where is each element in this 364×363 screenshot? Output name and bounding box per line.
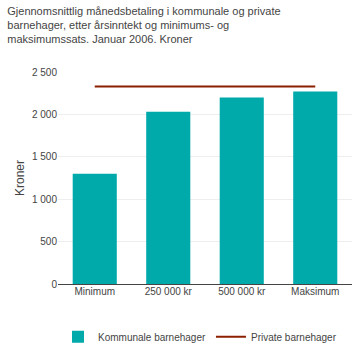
svg-text:2 000: 2 000 [32, 109, 57, 120]
svg-text:500: 500 [40, 236, 57, 247]
svg-text:Kommunale barnehager: Kommunale barnehager [98, 332, 206, 343]
svg-text:0: 0 [51, 279, 57, 290]
svg-text:250 000 kr: 250 000 kr [145, 286, 193, 297]
svg-text:Private barnehager: Private barnehager [251, 332, 337, 343]
svg-text:Minimum: Minimum [74, 286, 115, 297]
svg-text:Gjennomsnittlig månedsbetaling: Gjennomsnittlig månedsbetaling i kommuna… [7, 5, 280, 46]
svg-text:2 500: 2 500 [32, 67, 57, 78]
svg-text:1 000: 1 000 [32, 194, 57, 205]
svg-text:1 500: 1 500 [32, 151, 57, 162]
svg-text:Kroner: Kroner [13, 160, 27, 196]
svg-text:500 000 kr: 500 000 kr [218, 286, 266, 297]
svg-text:Maksimum: Maksimum [291, 286, 339, 297]
